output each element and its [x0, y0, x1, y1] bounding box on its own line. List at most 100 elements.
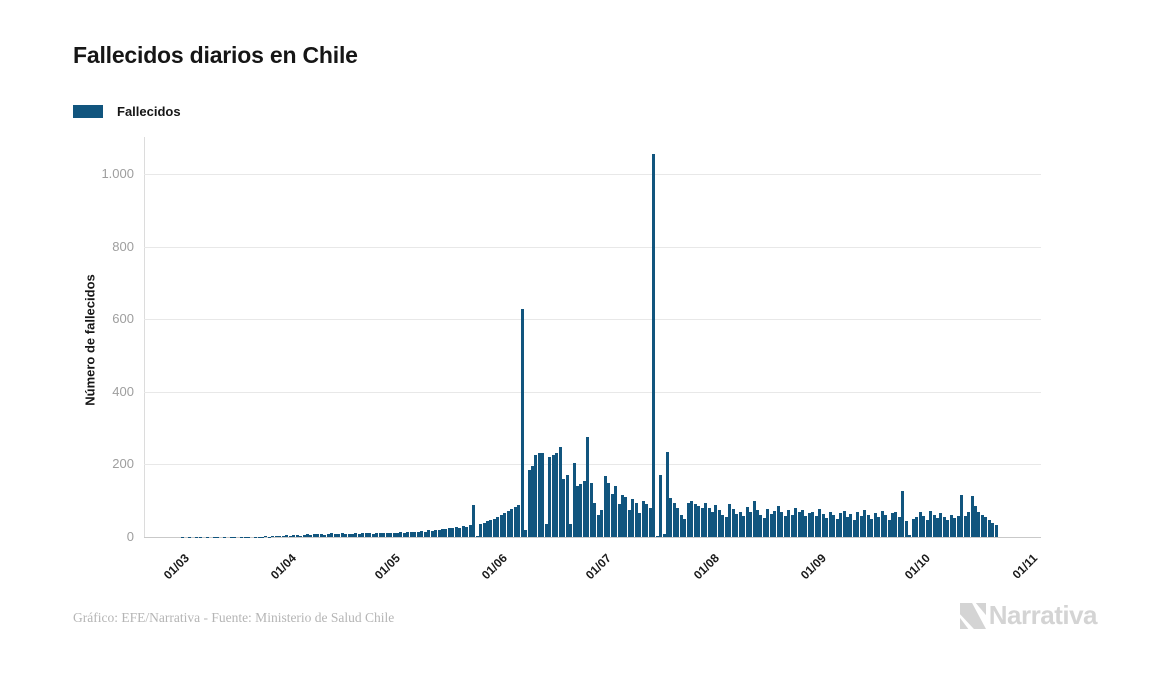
bar: [375, 533, 379, 537]
bar: [828, 511, 832, 537]
bar: [607, 482, 611, 537]
bar: [980, 514, 984, 537]
bar: [800, 510, 804, 537]
bar: [665, 451, 669, 537]
bar: [776, 505, 780, 537]
bar: [517, 505, 521, 537]
bar: [690, 500, 694, 537]
bar: [797, 512, 801, 537]
bar: [285, 535, 289, 537]
bar: [918, 512, 922, 537]
bar: [299, 535, 303, 537]
bar: [728, 503, 732, 537]
gridline: [144, 319, 1041, 321]
bar: [444, 529, 448, 537]
bar: [752, 501, 756, 537]
x-tick-label: 01/11: [1009, 551, 1040, 582]
bar-chart-plot-area: [144, 140, 1041, 538]
bar: [340, 533, 344, 537]
x-tick-label: 01/09: [797, 551, 829, 583]
bar: [430, 530, 434, 537]
bar: [600, 509, 604, 537]
bar: [859, 515, 863, 537]
bar: [724, 517, 728, 537]
bar: [569, 523, 573, 537]
bar: [295, 535, 299, 537]
bar: [465, 526, 469, 537]
bar: [406, 531, 410, 537]
bar: [676, 508, 680, 537]
bar: [759, 515, 763, 537]
bar: [939, 513, 943, 537]
bar: [662, 534, 666, 537]
x-axis-baseline: [144, 537, 1041, 538]
bar: [447, 527, 451, 537]
bar: [994, 524, 998, 537]
bar: [655, 535, 659, 537]
bar: [953, 518, 957, 537]
bar: [735, 513, 739, 537]
bar: [738, 511, 742, 537]
bar: [326, 534, 330, 537]
bar: [503, 513, 507, 537]
bar: [527, 469, 531, 537]
bar: [845, 517, 849, 537]
x-tick-label: 01/10: [901, 551, 933, 583]
bar: [987, 519, 991, 537]
bar: [697, 506, 701, 537]
bar: [731, 508, 735, 537]
bar: [620, 495, 624, 537]
bar: [458, 527, 462, 537]
bar: [908, 535, 912, 537]
bar: [288, 535, 292, 537]
bar: [672, 502, 676, 537]
y-tick-label: 800: [112, 238, 134, 254]
bar: [489, 520, 493, 537]
bar: [641, 501, 645, 537]
bar: [482, 522, 486, 537]
bar: [925, 519, 929, 537]
legend-label: Fallecidos: [117, 104, 181, 119]
bar: [589, 482, 593, 537]
bar: [904, 520, 908, 537]
bar: [423, 531, 427, 537]
bar: [645, 503, 649, 537]
bar: [392, 533, 396, 537]
bar: [441, 529, 444, 537]
bar: [825, 518, 829, 537]
bar: [461, 526, 465, 537]
bar: [361, 533, 365, 537]
bar: [922, 515, 926, 537]
bar: [766, 508, 770, 537]
bar: [686, 502, 690, 537]
bar: [486, 521, 489, 537]
bar: [479, 524, 483, 537]
bar: [832, 515, 836, 537]
bar: [562, 479, 566, 537]
bar: [565, 475, 569, 537]
bar: [506, 511, 510, 537]
bar: [631, 498, 635, 537]
bar: [575, 486, 579, 537]
bar: [593, 502, 597, 537]
bar: [510, 509, 514, 537]
bar: [319, 534, 323, 537]
bar: [849, 514, 853, 537]
source-credit: Gráfico: EFE/Narrativa - Fuente: Ministe…: [73, 610, 395, 625]
bar: [617, 504, 621, 537]
bar: [596, 515, 600, 537]
bar: [475, 535, 479, 537]
bar: [548, 456, 552, 537]
bar: [811, 511, 815, 537]
bar: [292, 534, 296, 537]
bar: [901, 490, 905, 537]
bar: [783, 516, 787, 537]
y-tick-label: 1.000: [101, 166, 134, 182]
bar: [835, 518, 839, 537]
bar: [749, 512, 753, 537]
bar: [402, 532, 406, 537]
bar: [531, 466, 534, 537]
bar: [880, 510, 884, 537]
bar: [873, 513, 877, 537]
bar: [638, 513, 642, 537]
